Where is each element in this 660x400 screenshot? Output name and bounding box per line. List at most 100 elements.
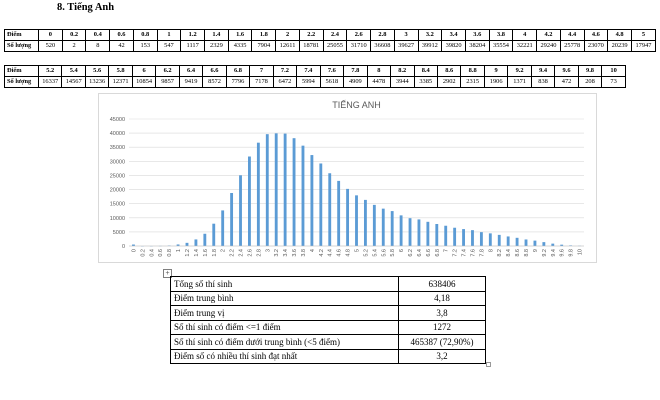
bar (185, 242, 189, 246)
count-cell: 1371 (507, 76, 532, 88)
bar (310, 155, 314, 246)
bar (132, 244, 135, 246)
count-cell: 472 (554, 76, 579, 88)
score-cell: 0.8 (132, 29, 158, 41)
y-tick-label: 20000 (110, 188, 125, 194)
x-tick-label: 2.8 (256, 249, 262, 257)
chart-title: TIẾNG ANH (332, 100, 381, 110)
score-cell: 6.4 (178, 65, 204, 77)
move-handle-icon[interactable]: + (163, 269, 172, 278)
count-cell: 32221 (512, 40, 538, 52)
bar (417, 219, 421, 246)
summary-table: Tổng số thí sinh 638406 Điểm trung bình 4,1… (170, 276, 486, 364)
bar (506, 236, 510, 246)
count-cell: 13236 (84, 76, 110, 88)
summary-value: 1272 (398, 319, 486, 335)
summary-label: Điểm trung vị (170, 305, 399, 321)
score-cell: 8.2 (390, 65, 415, 77)
bar (390, 211, 394, 246)
x-tick-label: 2.4 (239, 249, 245, 257)
y-tick-label: 30000 (110, 159, 125, 165)
score-cell: 7.4 (296, 65, 321, 77)
bar (372, 204, 376, 246)
score-cell: 2.8 (370, 29, 395, 41)
count-cell: 838 (530, 76, 556, 88)
x-tick-label: 3 (265, 249, 271, 252)
summary-label: Số thí sinh có điểm dưới trung bình (<5 … (170, 334, 399, 350)
bar (194, 239, 198, 246)
count-cell: 25055 (322, 40, 348, 52)
score-cell: 1.6 (227, 29, 253, 41)
x-tick-label: 4.2 (319, 249, 325, 257)
count-cell: 9857 (155, 76, 180, 88)
count-cell: 31710 (346, 40, 372, 52)
x-tick-label: 5.4 (372, 249, 378, 257)
score-cell: 7.8 (343, 65, 368, 77)
bar (301, 145, 305, 246)
score-cell: 5.8 (108, 65, 133, 77)
resize-handle-icon[interactable] (486, 362, 491, 367)
count-cell: 5994 (296, 76, 321, 88)
bar (515, 237, 519, 246)
bar (444, 225, 448, 246)
x-tick-label: 9.4 (551, 249, 557, 257)
x-tick-label: 2.2 (230, 249, 236, 257)
count-cell: 520 (38, 40, 63, 52)
x-tick-label: 7.6 (470, 249, 476, 257)
bar (453, 227, 457, 246)
x-tick-label: 1.2 (185, 249, 191, 257)
x-tick-label: 0.6 (158, 249, 164, 257)
count-cell: 18781 (298, 40, 324, 52)
score-cell: 6.2 (155, 65, 180, 77)
count-cell: 547 (156, 40, 182, 52)
x-tick-label: 6.2 (408, 249, 414, 257)
x-tick-label: 1.6 (203, 249, 209, 257)
y-tick-label: 40000 (110, 131, 125, 137)
score-row: Điểm 0 0.2 0.4 0.6 0.8 1 1.2 1.4 1.6 1.8 2 2.2 2.4 2.… (4, 29, 657, 41)
summary-row: Tổng số thí sinh 638406 (170, 276, 486, 292)
bar (337, 180, 341, 246)
score-cell: 9.6 (554, 65, 579, 77)
bar (239, 175, 242, 246)
score-cell: 0.2 (61, 29, 87, 41)
x-tick-label: 0 (131, 249, 137, 252)
y-tick-label: 10000 (110, 216, 125, 222)
summary-label: Số thí sinh có điểm <=1 điểm (170, 319, 399, 335)
summary-value: 465387 (72,90%) (398, 334, 486, 350)
x-tick-label: 1 (176, 249, 182, 252)
count-cell: 12371 (108, 76, 133, 88)
x-tick-label: 4.4 (328, 249, 334, 257)
bar (560, 244, 564, 246)
count-cell: 42 (109, 40, 134, 52)
count-header-label: Số lượng (4, 40, 39, 52)
summary-label: Điểm trung bình (170, 290, 399, 306)
count-cell: 1906 (483, 76, 509, 88)
score-cell: 8.4 (413, 65, 438, 77)
bar (274, 133, 278, 246)
bar (426, 221, 430, 246)
x-tick-label: 3.2 (274, 249, 280, 257)
count-cell: 4335 (227, 40, 253, 52)
x-tick-label: 9 (533, 249, 539, 252)
score-histogram-chart: TIẾNG ANH 0 5000 10000 15000 20000 25000 30000 3… (98, 93, 597, 263)
count-header-label: Số lượng (4, 76, 39, 88)
count-cell: 5618 (319, 76, 345, 88)
x-tick-label: 8 (488, 249, 494, 252)
score-cell: 1.2 (180, 29, 206, 41)
x-tick-label: 7.8 (479, 249, 485, 257)
x-tick-label: 8.8 (524, 249, 530, 257)
bar (346, 188, 350, 246)
score-cell: 4.4 (559, 29, 585, 41)
x-tick-label: 6 (399, 249, 405, 252)
x-tick-label: 2.6 (247, 249, 253, 257)
count-cell: 20239 (607, 40, 632, 52)
y-tick-label: 15000 (110, 202, 125, 208)
summary-row: Số thí sinh có điểm dưới trung bình (<5 … (170, 334, 486, 350)
x-tick-label: 4 (310, 249, 316, 252)
y-tick-label: 45000 (110, 117, 125, 123)
count-cell: 36608 (370, 40, 395, 52)
count-cell: 153 (132, 40, 158, 52)
x-tick-label: 0.4 (149, 249, 155, 257)
bar (497, 234, 501, 246)
x-tick-label: 5 (355, 249, 361, 252)
